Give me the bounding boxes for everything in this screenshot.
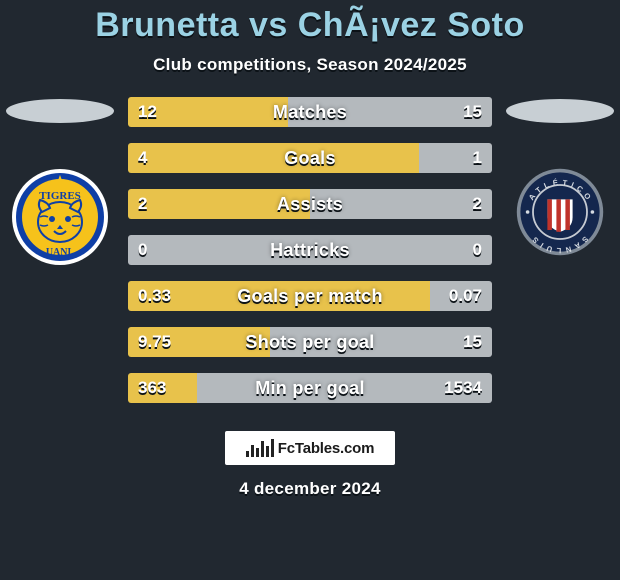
club-badge-right: A T L É T I C O S A N L U I S [515,167,605,257]
stat-value-right: 0 [473,235,482,265]
footer-date: 4 december 2024 [0,479,620,499]
stat-value-right: 1 [473,143,482,173]
stat-value-left: 0 [138,235,147,265]
player-photo-placeholder-left [6,99,114,123]
stat-value-right: 2 [473,189,482,219]
svg-text:UANL: UANL [46,247,75,258]
stat-value-left: 4 [138,143,147,173]
stat-row: Min per goal363 1534 [128,373,492,403]
stat-label: Goals per match [128,281,492,311]
stat-label: Goals [128,143,492,173]
comparison-chart: TIGRES UANL [0,97,620,417]
season-subtitle: Club competitions, Season 2024/2025 [0,55,620,75]
stat-row: Matches12 15 [128,97,492,127]
stat-value-left: 0.33 [138,281,171,311]
stat-row: Assists2 2 [128,189,492,219]
fctables-logo: FcTables.com [225,431,395,465]
bar-chart-icon [246,439,274,457]
right-player-column: A T L É T I C O S A N L U I S [500,97,620,257]
stat-value-left: 2 [138,189,147,219]
stat-value-left: 12 [138,97,157,127]
stat-label: Min per goal [128,373,492,403]
stat-label: Matches [128,97,492,127]
stat-label: Hattricks [128,235,492,265]
stat-value-left: 9.75 [138,327,171,357]
footer-brand-text: FcTables.com [278,440,375,457]
stat-row: Shots per goal9.75 15 [128,327,492,357]
stat-row: Hattricks0 0 [128,235,492,265]
stat-value-right: 1534 [444,373,482,403]
stat-label: Shots per goal [128,327,492,357]
stat-value-right: 0.07 [449,281,482,311]
player-photo-placeholder-right [506,99,614,123]
stat-row: Goals per match0.33 0.07 [128,281,492,311]
stat-value-right: 15 [463,97,482,127]
club-badge-left: TIGRES UANL [10,167,110,267]
stat-label: Assists [128,189,492,219]
stat-value-right: 15 [463,327,482,357]
left-player-column: TIGRES UANL [0,97,120,267]
stat-rows: Matches12 15 Goals4 1 Assists2 2 Hattricks0 0 Go… [128,97,492,419]
page-title: Brunetta vs ChÃ¡vez Soto [0,0,620,45]
svg-text:TIGRES: TIGRES [39,190,81,202]
stat-value-left: 363 [138,373,166,403]
stat-row: Goals4 1 [128,143,492,173]
